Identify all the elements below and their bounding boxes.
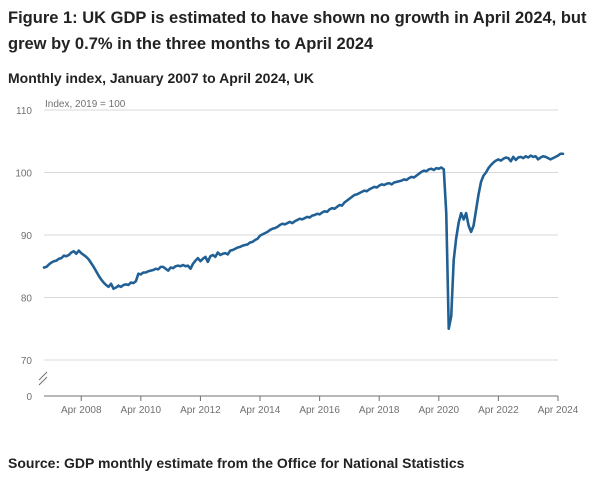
x-tick-label: Apr 2010	[121, 405, 162, 416]
y-tick-label: 0	[26, 392, 32, 403]
y-tick-label: 100	[15, 169, 32, 180]
source-note: Source: GDP monthly estimate from the Of…	[8, 455, 465, 471]
y-axis-ticks: 0 70 80 90 100 110	[15, 106, 32, 403]
chart-title: Figure 1: UK GDP is estimated to have sh…	[8, 9, 587, 53]
x-tick-label: Apr 2020	[419, 405, 460, 416]
y-tick-label: 110	[16, 106, 32, 117]
x-tick-label: Apr 2012	[180, 405, 221, 416]
x-axis: Apr 2008 Apr 2010 Apr 2012 Apr 2014 Apr 2016…	[44, 395, 579, 416]
y-axis-label: Index, 2019 = 100	[45, 99, 126, 110]
x-tick-label: Apr 2022	[478, 405, 519, 416]
gridlines	[44, 109, 558, 397]
x-tick-label: Apr 2024	[538, 405, 579, 416]
y-tick-label: 90	[21, 231, 33, 242]
x-tick-label: Apr 2018	[359, 405, 400, 416]
y-tick-label: 80	[21, 294, 33, 305]
x-tick-label: Apr 2016	[299, 405, 340, 416]
axis-break-mark	[38, 376, 48, 386]
x-tick-label: Apr 2008	[61, 405, 102, 416]
y-tick-label: 70	[21, 356, 33, 367]
series-line-gdp-index	[42, 152, 565, 331]
axis-break-mark	[38, 371, 48, 381]
y-axis-break	[38, 371, 48, 386]
chart-subtitle: Monthly index, January 2007 to April 202…	[8, 70, 315, 86]
x-tick-label: Apr 2014	[240, 405, 281, 416]
